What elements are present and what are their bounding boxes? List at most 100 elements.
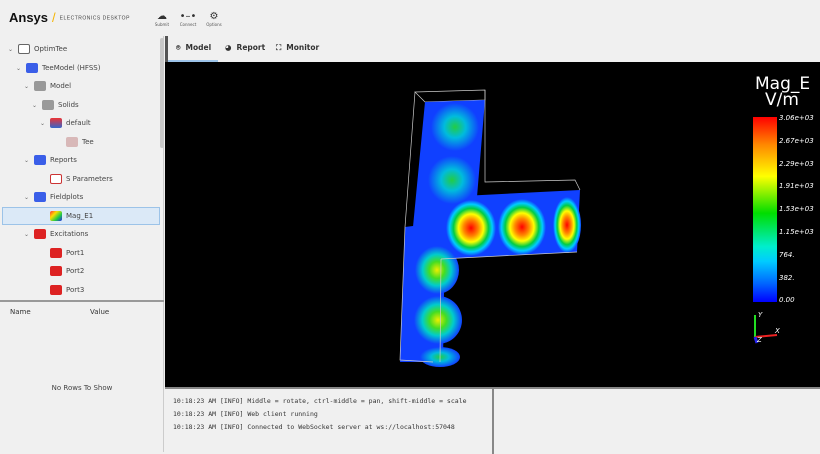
chart-icon xyxy=(50,173,62,184)
field-hotspot xyxy=(498,199,546,255)
tree-item-fieldplots[interactable]: ⌄ Fieldplots xyxy=(24,188,83,206)
chevron-down-icon[interactable]: ⌄ xyxy=(40,120,46,127)
project-tree: ⌄ OptimTee ⌄ TeeModel (HFSS) ⌄ Model ⌄ Solids ⌄ d… xyxy=(0,36,164,300)
hfss-icon xyxy=(26,62,38,73)
log-line: 10:18:23 AM [INFO] Middle = rotate, ctrl… xyxy=(173,397,467,405)
fieldplots-icon xyxy=(34,192,46,202)
color-bar xyxy=(753,117,777,302)
chevron-down-icon[interactable]: ⌄ xyxy=(24,83,30,90)
console-panel: 10:18:23 AM [INFO] Middle = rotate, ctrl… xyxy=(165,387,820,454)
tab-monitor[interactable]: ⛶ Monitor xyxy=(276,43,320,52)
tree-item-port3[interactable]: Port3 xyxy=(40,281,84,299)
3d-viewport[interactable]: Mag_E V/m 3.06e+03 2.67e+03 2.29e+03 1.91e+… xyxy=(165,62,820,387)
tree-item-mag-e1[interactable]: Mag_E1 xyxy=(40,207,93,225)
log-line: 10:18:23 AM [INFO] Connected to WebSocke… xyxy=(173,423,455,431)
chevron-down-icon[interactable]: ⌄ xyxy=(32,101,38,109)
chevron-down-icon[interactable]: ⌄ xyxy=(24,157,30,164)
reports-icon xyxy=(34,155,46,165)
tree-item-label: S Parameters xyxy=(66,174,113,183)
column-header-name[interactable]: Name xyxy=(10,308,31,316)
tree-item-label: Solids xyxy=(58,100,79,109)
chevron-down-icon[interactable]: ⌄ xyxy=(24,194,30,201)
tree-item-port2[interactable]: Port2 xyxy=(40,262,84,280)
tree-item-label: Fieldplots xyxy=(50,193,84,201)
left-panel: ⌄ OptimTee ⌄ TeeModel (HFSS) ⌄ Model ⌄ Solids ⌄ d… xyxy=(0,36,164,452)
tree-item-label: Port1 xyxy=(66,248,85,257)
svg-text:X: X xyxy=(774,327,780,335)
legend-tick-label: 1.53e+03 xyxy=(779,205,814,214)
field-hotspot xyxy=(431,103,479,151)
pie-chart-icon: ◕ xyxy=(225,43,232,52)
submit-button[interactable]: ☁ Submit xyxy=(147,11,177,27)
field-hotspot xyxy=(415,246,459,294)
folder-icon xyxy=(18,44,30,54)
empty-message: No Rows To Show xyxy=(51,384,113,392)
tree-item-s-parameters[interactable]: S Parameters xyxy=(40,170,113,188)
tree-item-label: Port2 xyxy=(66,267,85,275)
cloud-icon: ☁ xyxy=(157,11,167,22)
connect-icon: •–• xyxy=(179,11,197,22)
tree-item-label: Reports xyxy=(50,156,77,164)
tree-item-tee[interactable]: Tee xyxy=(56,133,94,151)
connect-button[interactable]: •–• Connect xyxy=(173,11,203,27)
legend-tick-label: 0.00 xyxy=(779,296,795,305)
field-plot xyxy=(399,89,581,367)
field-hotspot xyxy=(446,200,496,256)
column-header-value[interactable]: Value xyxy=(90,308,110,316)
tree-item-label: Tee xyxy=(82,137,94,146)
legend-unit: V/m xyxy=(765,90,799,110)
tree-item-label: Model xyxy=(50,82,72,90)
port-icon xyxy=(50,247,62,258)
field-hotspot xyxy=(414,296,462,344)
log-line: 10:18:23 AM [INFO] Web client running xyxy=(173,410,318,418)
active-tab-indicator xyxy=(168,60,218,62)
tree-item-teemodel-hfss-[interactable]: ⌄ TeeModel (HFSS) xyxy=(16,59,100,77)
legend-tick-label: 764. xyxy=(779,250,795,259)
ansys-logo: Ansys / ELECTRONICS DESKTOP xyxy=(9,10,130,25)
expand-icon: ⛶ xyxy=(276,43,282,52)
selected-row-highlight xyxy=(2,206,160,225)
legend-tick-label: 1.15e+03 xyxy=(779,228,814,236)
tee-geometry xyxy=(399,89,581,367)
port-icon xyxy=(50,266,62,276)
tab-model[interactable]: ⌾ Model xyxy=(176,43,212,52)
tree-item-port1[interactable]: Port1 xyxy=(40,244,84,262)
gear-icon: ⚙ xyxy=(209,11,219,22)
options-button[interactable]: ⚙ Options xyxy=(199,11,229,27)
legend-title: Mag_E xyxy=(755,74,811,94)
tree-item-optimtee[interactable]: ⌄ OptimTee xyxy=(8,40,67,58)
tree-item-default[interactable]: ⌄ default xyxy=(40,114,91,132)
legend-tick-label: 1.91e+03 xyxy=(779,182,814,191)
tree-item-label: Mag_E1 xyxy=(66,211,94,220)
legend-tick-label: 382. xyxy=(779,273,795,282)
chevron-down-icon[interactable]: ⌄ xyxy=(8,46,14,53)
tree-item-label: default xyxy=(66,119,91,127)
tree-scrollbar[interactable] xyxy=(160,38,164,148)
tree-item-label: TeeModel (HFSS) xyxy=(42,63,101,72)
model-view-icon: ⌾ xyxy=(176,43,181,52)
excitations-icon xyxy=(34,229,46,239)
field-hotspot xyxy=(428,156,476,204)
material-icon xyxy=(50,118,62,128)
tree-item-label: OptimTee xyxy=(34,45,68,53)
tab-report[interactable]: ◕ Report xyxy=(225,43,266,52)
tree-item-reports[interactable]: ⌄ Reports xyxy=(24,151,77,169)
tree-item-label: Excitations xyxy=(50,230,89,238)
fieldplot-icon xyxy=(50,210,62,221)
chevron-down-icon[interactable]: ⌄ xyxy=(24,231,30,238)
console-splitter[interactable] xyxy=(492,389,494,454)
axis-triad: Y X Z xyxy=(753,311,780,344)
field-hotspot xyxy=(553,197,581,253)
legend-tick-label: 3.06e+03 xyxy=(779,114,814,122)
legend-tick-label: 2.67e+03 xyxy=(779,136,814,145)
view-tabs: ⌾ Model ◕ Report ⛶ Monitor xyxy=(165,36,820,62)
solids-icon xyxy=(42,99,54,110)
tree-item-model[interactable]: ⌄ Model xyxy=(24,77,71,95)
svg-text:Z: Z xyxy=(756,336,762,344)
panel-divider[interactable] xyxy=(0,300,164,302)
model-icon xyxy=(34,81,46,91)
chevron-down-icon[interactable]: ⌄ xyxy=(16,64,22,72)
tree-item-solids[interactable]: ⌄ Solids xyxy=(32,96,79,114)
port-icon xyxy=(50,284,62,295)
tree-item-excitations[interactable]: ⌄ Excitations xyxy=(24,225,88,243)
